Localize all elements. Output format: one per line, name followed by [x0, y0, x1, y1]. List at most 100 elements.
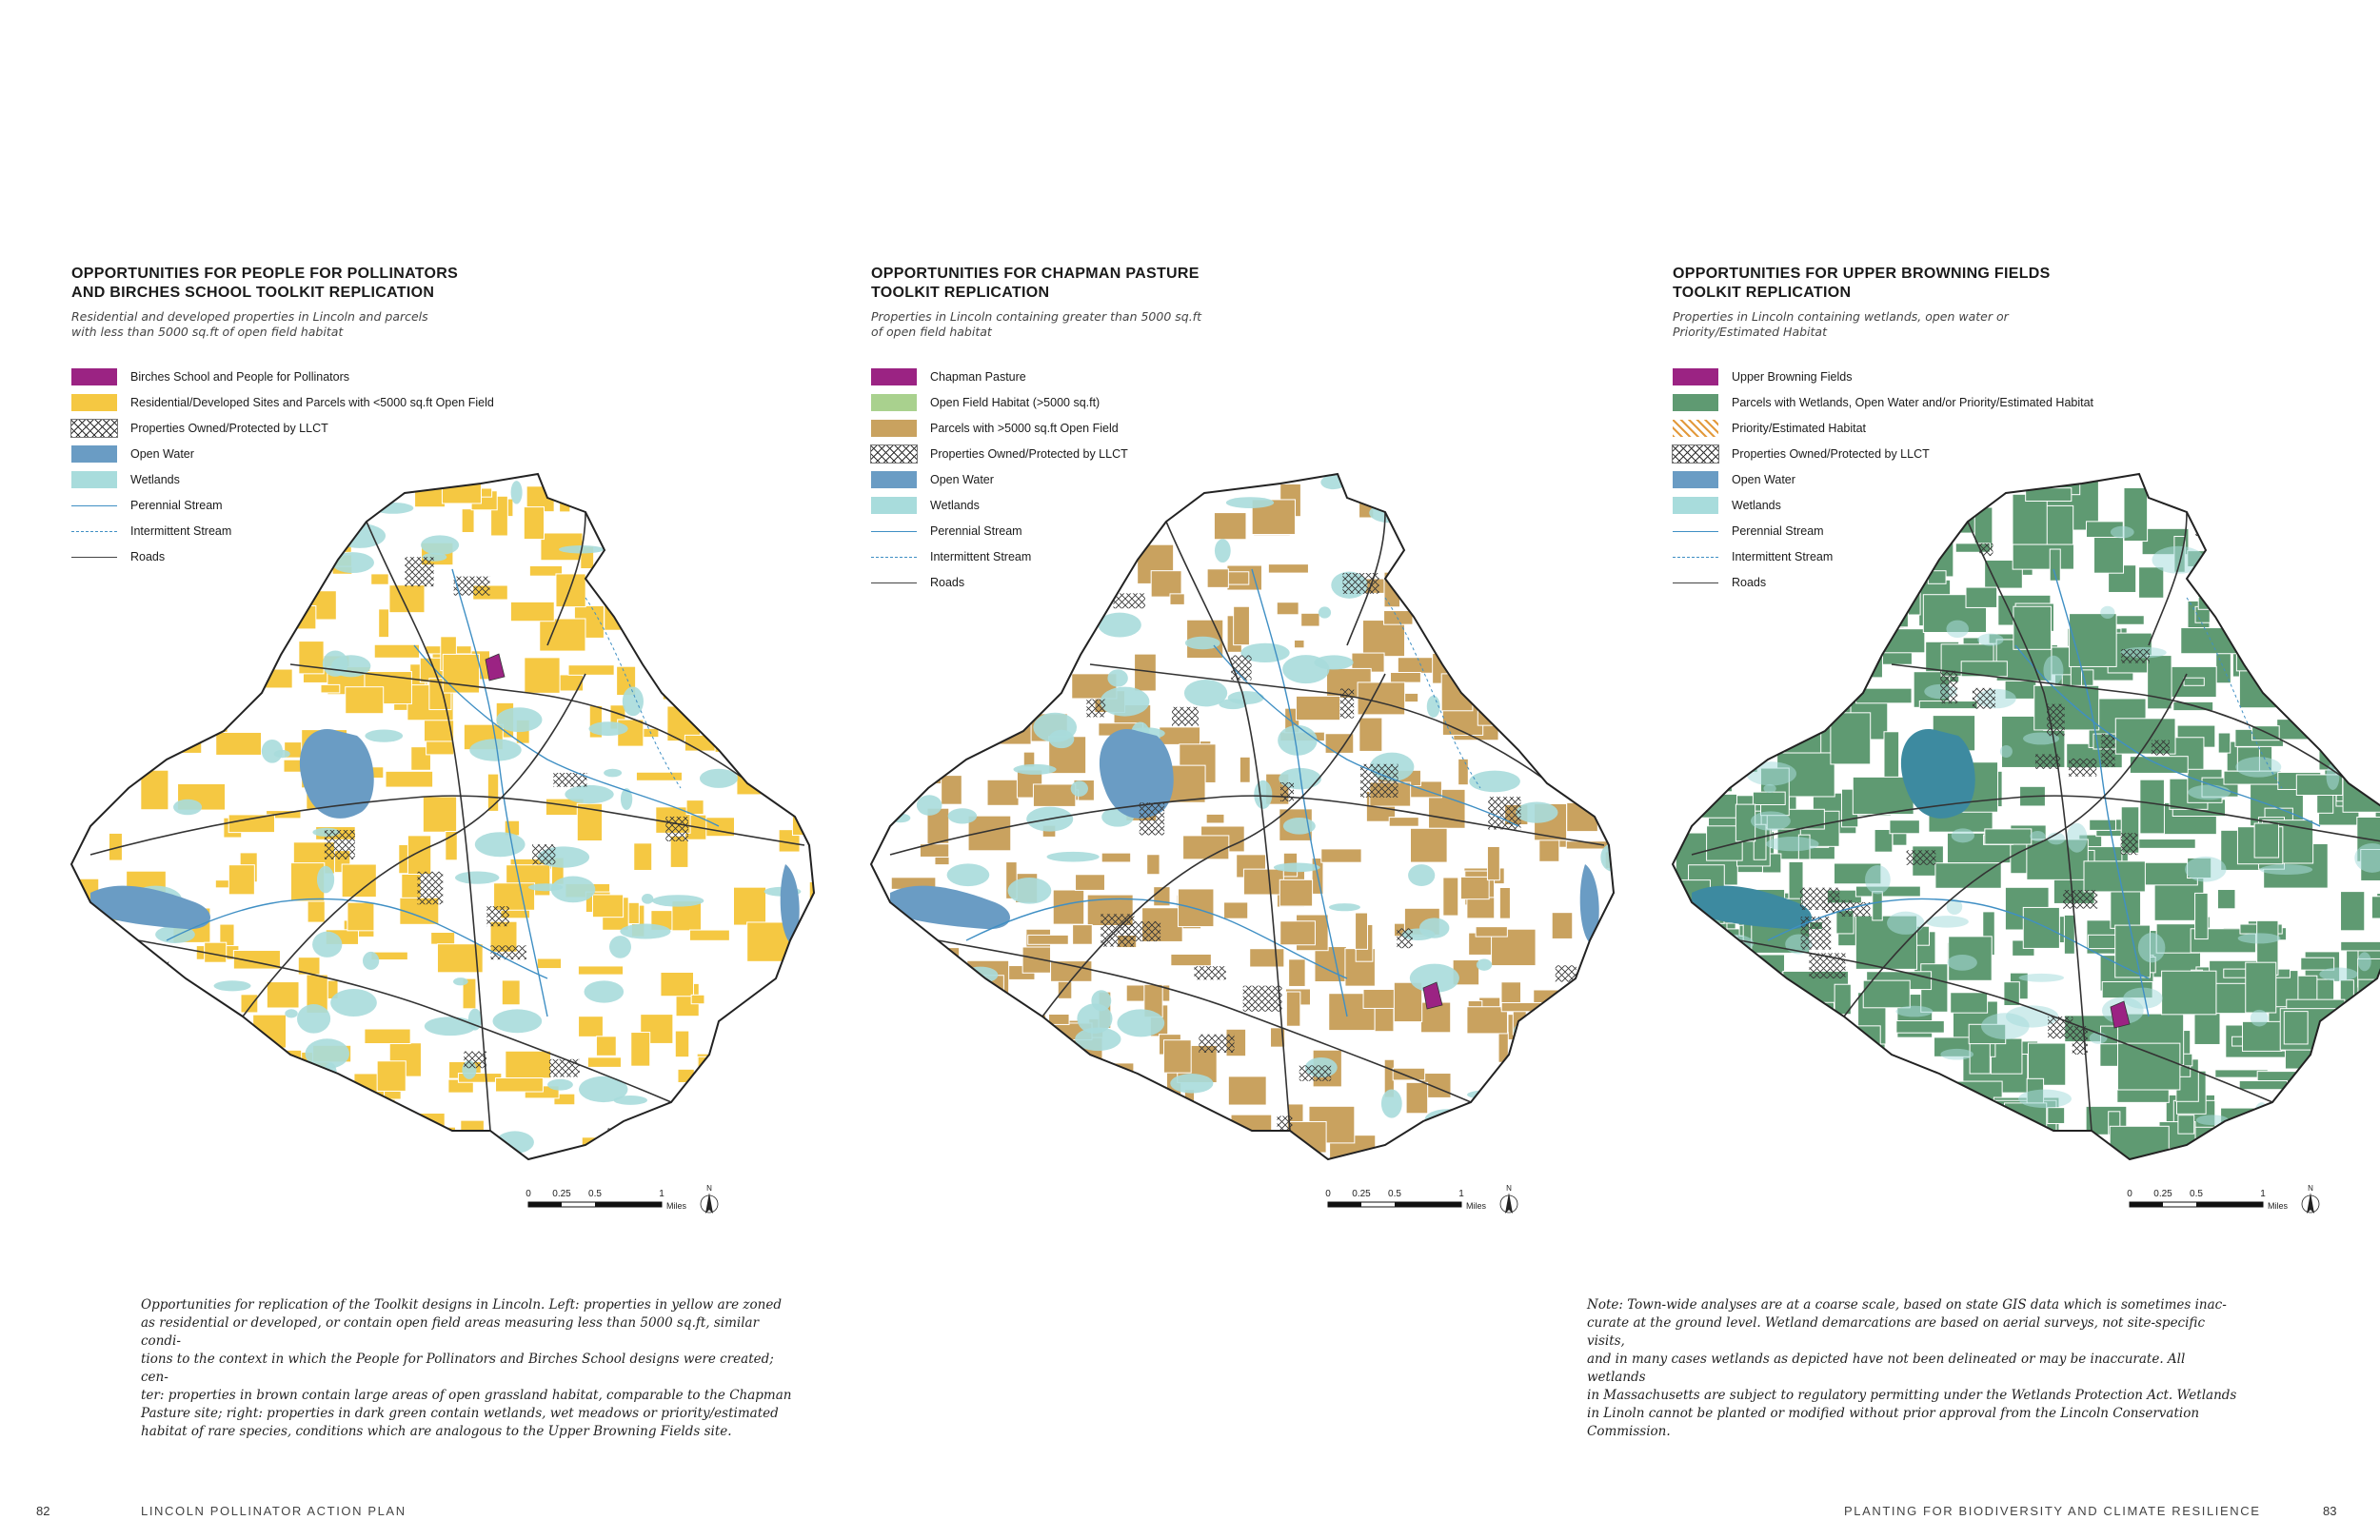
wetland-patch — [130, 1023, 152, 1037]
parcel — [1591, 736, 1614, 777]
wetland-patch — [908, 665, 958, 691]
legend-label: Intermittent Stream — [930, 549, 1032, 563]
parcel — [431, 1135, 479, 1150]
parcel — [315, 489, 340, 504]
parcel — [595, 1036, 617, 1056]
open-water — [890, 729, 1599, 945]
wetland-patch — [1007, 877, 1052, 904]
protected-parcel — [738, 1116, 753, 1149]
parcel — [1854, 1054, 1876, 1066]
parcel — [972, 691, 988, 719]
parcel — [1770, 652, 1808, 686]
wetland-patch — [322, 474, 367, 480]
parcel — [1410, 827, 1448, 863]
legend-line-symbol — [71, 548, 117, 565]
open-water — [1692, 729, 1975, 930]
parcel — [752, 622, 771, 660]
wetland-patch — [2373, 1128, 2380, 1155]
parcel — [1729, 1090, 1779, 1135]
parcel — [746, 921, 790, 962]
parcel — [304, 522, 319, 552]
parcel — [2012, 543, 2074, 570]
wetland-patch — [1895, 1005, 1934, 1017]
parcel — [917, 1023, 933, 1063]
parcel — [794, 982, 806, 1003]
wetland-patch — [2257, 521, 2271, 535]
wetland-patch — [71, 772, 96, 790]
scale-tick-label: 0.5 — [1388, 1189, 1401, 1199]
parcel — [2334, 624, 2367, 681]
parcel — [1915, 1116, 1982, 1127]
legend-item: Wetlands — [1673, 492, 2093, 518]
parcel — [631, 618, 646, 631]
legend-item: Residential/Developed Sites and Parcels … — [71, 389, 494, 415]
parcel — [1676, 1104, 1732, 1124]
parcel — [2214, 1128, 2262, 1159]
legend-swatch-crosshatch — [70, 418, 118, 438]
parcel — [1405, 494, 1437, 532]
parcel — [1466, 897, 1496, 919]
caption-line: tions to the context in which the People… — [141, 1352, 774, 1385]
parcel — [203, 502, 223, 514]
parcel — [254, 1129, 280, 1142]
scale-tick-label: 0.5 — [2190, 1189, 2203, 1199]
parcel — [1741, 1022, 1770, 1055]
parcel — [2087, 934, 2118, 950]
perennial-stream — [1767, 898, 2150, 979]
parcel — [2338, 657, 2380, 701]
protected-parcel — [1242, 985, 1282, 1012]
parcel — [738, 736, 774, 756]
legend-label: Open Water — [930, 472, 994, 486]
parcel — [998, 1015, 1046, 1051]
parcel — [1600, 600, 1614, 616]
parcel — [1459, 876, 1490, 900]
parcel — [2372, 1108, 2380, 1155]
parcel — [945, 523, 972, 543]
wetland-patch — [1678, 937, 1702, 964]
parcel — [807, 925, 814, 939]
parcel — [272, 535, 293, 573]
streams — [1767, 568, 2321, 1017]
parcel — [1761, 495, 1784, 543]
legend-item: Intermittent Stream — [71, 518, 494, 543]
protected-parcel — [324, 829, 355, 859]
parcel — [1772, 519, 1817, 555]
legend-item: Parcels with Wetlands, Open Water and/or… — [1673, 389, 2093, 415]
parcel — [536, 958, 563, 970]
road — [937, 939, 1472, 1103]
parcel — [81, 484, 93, 505]
parcel — [2253, 822, 2280, 859]
perennial-stream — [2014, 644, 2321, 827]
scale-tick-label: 1 — [659, 1189, 664, 1199]
parcel — [524, 657, 561, 694]
parcel — [1834, 496, 1861, 523]
wetland-patch — [1380, 1089, 1402, 1118]
parcel — [956, 677, 993, 710]
wetland-patch — [705, 602, 742, 630]
parcel — [1440, 673, 1474, 712]
protected-parcel — [405, 557, 434, 587]
parcel — [1934, 862, 2002, 889]
wetland-patch — [510, 481, 523, 504]
parcel — [791, 633, 814, 646]
parcel — [2342, 1058, 2365, 1112]
wetland-patch — [2331, 644, 2365, 654]
parcel — [2235, 634, 2256, 672]
parcel — [1205, 813, 1225, 824]
scale-tick-label: 1 — [1458, 1189, 1464, 1199]
parcel — [2183, 677, 2205, 686]
wetland-patch — [1077, 1003, 1113, 1034]
wetland-patch — [213, 980, 251, 992]
parcel — [2297, 531, 2333, 547]
protected-parcel — [1800, 917, 1832, 950]
parcel — [960, 541, 1002, 565]
perennial-stream — [413, 644, 720, 827]
parcel — [932, 1056, 959, 1086]
parcel — [1027, 934, 1069, 945]
parcel — [151, 740, 180, 752]
parcel — [1579, 660, 1598, 678]
parcel — [2370, 692, 2380, 714]
parcel — [2364, 564, 2380, 607]
protected-parcel — [1139, 802, 1165, 836]
